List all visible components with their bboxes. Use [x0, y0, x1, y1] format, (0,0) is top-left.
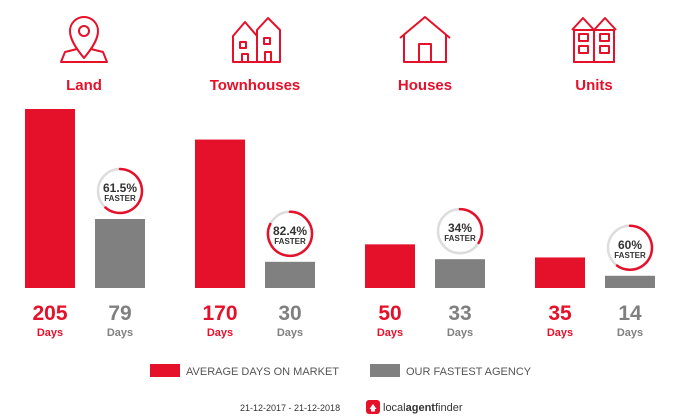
faster-badge-houses: 34%FASTER: [436, 207, 484, 256]
faster-pct-townhouses: 82.4%: [273, 224, 307, 238]
brand-name: localagentfinder: [383, 402, 463, 414]
value-agency-houses: 33: [448, 302, 471, 325]
value-market-houses: 50: [378, 302, 401, 325]
faster-badge-townhouses: 82.4%FASTER: [266, 209, 314, 258]
bar-agency-land: [95, 219, 145, 288]
faster-badge-units: 60%FASTER: [606, 223, 654, 272]
faster-badge-bg-townhouses: [266, 209, 314, 258]
faster-pct-houses: 34%: [448, 221, 472, 235]
category-label-land: Land: [66, 77, 102, 94]
category-label-units: Units: [575, 77, 613, 94]
unit-agency-houses: Days: [447, 327, 473, 339]
bars-group: [25, 109, 655, 288]
townhouses-icon: [232, 17, 281, 63]
faster-pct-units: 60%: [618, 238, 642, 252]
bar-market-units: [535, 257, 585, 288]
value-labels-group: 205 Days 79 Days 170 Days 30 Days 50 Days 33 Days 35…: [32, 302, 643, 339]
bar-market-land: [25, 109, 75, 288]
faster-badge-land: 61.5%FASTER: [96, 167, 144, 216]
unit-agency-units: Days: [617, 327, 643, 339]
unit-market-houses: Days: [377, 327, 403, 339]
legend-swatch-market: [150, 364, 180, 377]
unit-market-townhouses: Days: [207, 327, 233, 339]
value-agency-land: 79: [108, 302, 131, 325]
units-icon: [571, 17, 617, 63]
legend-label-agency: OUR FASTEST AGENCY: [406, 366, 532, 378]
faster-badge-bg-houses: [436, 207, 484, 256]
faster-word-houses: FASTER: [444, 234, 476, 243]
faster-badge-bg-land: [96, 167, 144, 216]
faster-badge-ring-land: [104, 167, 144, 215]
date-range: 21-12-2017 - 21-12-2018: [240, 403, 340, 413]
value-agency-townhouses: 30: [278, 302, 301, 325]
value-market-townhouses: 170: [202, 302, 237, 325]
faster-badge-ring-houses: [458, 207, 484, 245]
faster-word-units: FASTER: [614, 251, 646, 260]
bar-agency-units: [605, 275, 655, 288]
category-label-townhouses: Townhouses: [210, 77, 301, 94]
faster-badge-ring-units: [615, 224, 654, 271]
faster-word-land: FASTER: [104, 194, 136, 203]
bar-agency-townhouses: [265, 261, 315, 288]
bar-market-houses: [365, 244, 415, 288]
unit-market-land: Days: [37, 327, 63, 339]
legend-swatch-agency: [370, 364, 400, 377]
value-agency-units: 14: [618, 302, 642, 325]
value-market-land: 205: [32, 302, 67, 325]
faster-word-townhouses: FASTER: [274, 237, 306, 246]
legend: AVERAGE DAYS ON MARKET OUR FASTEST AGENC…: [150, 364, 532, 378]
map-pin-icon: [60, 16, 108, 63]
unit-market-units: Days: [547, 327, 573, 339]
faster-badge-ring-townhouses: [266, 210, 314, 258]
category-label-houses: Houses: [398, 77, 452, 94]
legend-label-market: AVERAGE DAYS ON MARKET: [186, 366, 339, 378]
faster-pct-land: 61.5%: [103, 181, 137, 195]
unit-agency-land: Days: [107, 327, 133, 339]
house-icon: [399, 16, 451, 63]
bar-market-townhouses: [195, 139, 245, 288]
value-market-units: 35: [548, 302, 572, 325]
unit-agency-townhouses: Days: [277, 327, 303, 339]
brand-logo: localagentfinder: [366, 400, 463, 414]
faster-badge-bg-units: [606, 223, 654, 272]
bar-agency-houses: [435, 259, 485, 288]
